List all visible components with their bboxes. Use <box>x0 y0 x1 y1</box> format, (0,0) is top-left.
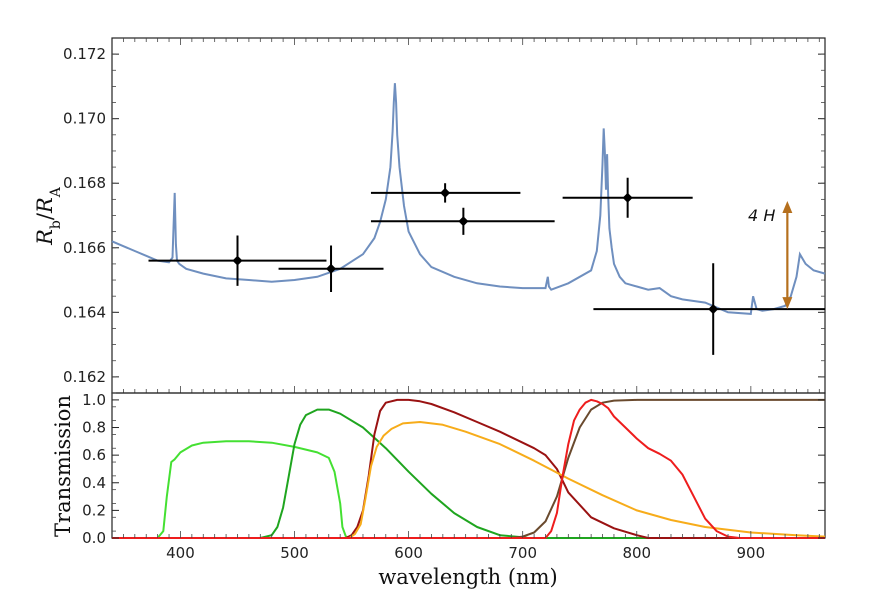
y-tick-label: 0.6 <box>82 446 106 464</box>
filter-curve-2 <box>112 408 825 539</box>
spectrum-data-points <box>148 177 825 355</box>
data-point <box>593 263 825 355</box>
x-tick-label: 500 <box>280 544 309 562</box>
x-tick-label: 600 <box>394 544 423 562</box>
x-tick-label: 900 <box>737 544 766 562</box>
scale-bar-arrow-down <box>782 297 793 310</box>
ylabel-sub1: b <box>48 220 64 229</box>
data-point <box>148 235 327 286</box>
data-marker <box>622 192 633 203</box>
y-tick-label: 0.166 <box>63 239 106 257</box>
x-tick-label: 400 <box>166 544 195 562</box>
model-spectrum-line <box>111 83 826 315</box>
transmission-panel: 0.0 0.2 0.4 0.6 0.8 1.0 400 500 600 700 800 900 Tra… <box>51 391 826 589</box>
spectrum-y-ticks: 0.162 0.164 0.166 0.168 0.170 0.172 <box>63 38 825 394</box>
y-tick-label: 0.168 <box>63 174 106 192</box>
data-marker <box>458 216 469 227</box>
y-tick-label: 0.172 <box>63 45 106 63</box>
data-marker <box>708 304 719 315</box>
data-point <box>370 183 521 203</box>
scale-bar-label: 4 H <box>748 206 775 225</box>
data-point <box>562 177 693 218</box>
data-marker <box>440 187 451 198</box>
x-tick-label: 700 <box>508 544 537 562</box>
scale-bar-arrow-up <box>782 200 793 213</box>
y-tick-label: 0.2 <box>82 501 106 519</box>
data-point <box>278 245 384 292</box>
filter-curves <box>112 398 826 539</box>
ylabel-main2: R <box>33 197 57 214</box>
ylabel-main: R <box>33 229 57 246</box>
filter-curve-3 <box>112 398 825 539</box>
filter-curve-4 <box>112 421 826 539</box>
data-point <box>370 207 555 235</box>
x-axis-label: wavelength (nm) <box>378 565 557 589</box>
transmission-panel-frame <box>111 392 826 539</box>
data-marker <box>326 263 337 274</box>
transmission-y-axis-label: Transmission <box>51 395 75 537</box>
filter-curve-5 <box>112 398 825 539</box>
scale-bar: 4 H <box>748 200 793 310</box>
y-tick-label: 0.0 <box>82 529 106 547</box>
y-tick-label: 0.170 <box>63 110 106 128</box>
y-tick-label: 0.4 <box>82 474 106 492</box>
spectrum-panel-frame <box>111 37 826 394</box>
ylabel-sub2: A <box>48 186 64 198</box>
filter-curve-1 <box>112 440 825 539</box>
spectrum-y-axis-label: Rb/RA <box>33 186 64 246</box>
filter-curve-6 <box>112 398 825 539</box>
y-tick-label: 0.162 <box>63 368 106 386</box>
y-tick-label: 0.164 <box>63 303 106 321</box>
transmission-ticks: 0.0 0.2 0.4 0.6 0.8 1.0 400 500 600 700 800 900 <box>82 391 825 562</box>
ylabel-sep: / <box>33 212 57 220</box>
y-tick-label: 1.0 <box>82 391 106 409</box>
data-marker <box>232 255 243 266</box>
y-tick-label: 0.8 <box>82 419 106 437</box>
x-tick-label: 800 <box>622 544 651 562</box>
